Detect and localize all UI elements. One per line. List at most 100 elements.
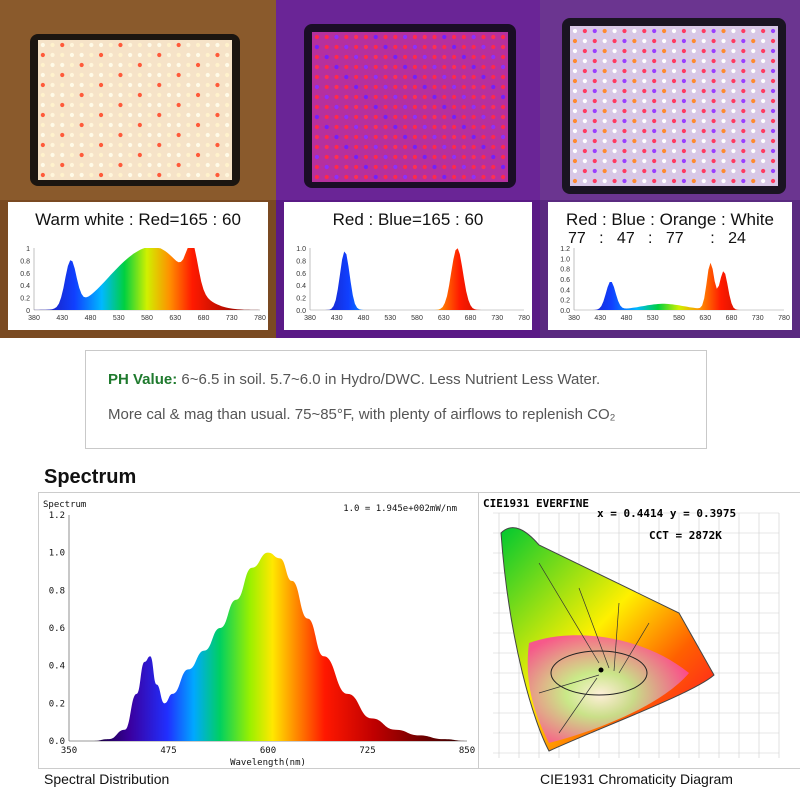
led <box>721 38 726 44</box>
led <box>770 48 776 54</box>
led <box>147 142 152 148</box>
led <box>582 28 587 34</box>
led <box>501 54 506 60</box>
led <box>471 164 476 170</box>
led <box>592 178 597 184</box>
led <box>314 74 319 80</box>
led <box>572 88 578 94</box>
led <box>176 162 181 168</box>
led <box>622 168 627 174</box>
led <box>215 162 220 168</box>
led <box>393 134 398 140</box>
led <box>491 104 496 110</box>
led <box>69 42 75 48</box>
x-tick-label: 630 <box>169 315 181 322</box>
led <box>383 134 388 140</box>
led <box>422 114 427 120</box>
led <box>622 58 627 64</box>
led <box>215 142 220 148</box>
led <box>671 148 677 154</box>
x-tick-label: 380 <box>304 315 316 322</box>
led <box>582 38 587 44</box>
led <box>157 142 162 148</box>
led <box>186 92 191 98</box>
led <box>501 124 506 130</box>
led <box>363 74 368 80</box>
led <box>632 28 637 34</box>
led <box>147 102 152 108</box>
led <box>383 74 388 80</box>
led <box>89 62 94 68</box>
led <box>681 98 687 104</box>
led <box>491 114 496 120</box>
led <box>157 112 162 118</box>
x-tick-label: 380 <box>568 315 580 322</box>
led <box>334 154 339 160</box>
led <box>572 158 578 164</box>
led <box>215 62 220 68</box>
led <box>632 88 637 94</box>
led <box>671 128 677 134</box>
led <box>711 168 716 174</box>
led <box>334 174 339 180</box>
led <box>471 44 476 50</box>
led <box>602 68 607 74</box>
led <box>195 142 201 148</box>
led <box>176 132 181 138</box>
led <box>432 104 437 110</box>
led <box>383 114 388 120</box>
led <box>422 174 427 180</box>
led <box>612 58 617 64</box>
led <box>69 142 75 148</box>
led <box>69 152 75 158</box>
led <box>471 94 476 100</box>
x-tick-label: 480 <box>621 315 633 322</box>
led <box>751 98 756 104</box>
led <box>137 122 142 128</box>
led <box>373 34 378 40</box>
led <box>691 178 696 184</box>
led <box>652 78 657 84</box>
led <box>373 134 378 140</box>
led <box>157 82 162 88</box>
led <box>334 74 339 80</box>
led <box>205 162 210 168</box>
led <box>731 108 736 114</box>
led <box>166 72 172 78</box>
led <box>225 132 230 138</box>
y-tick-label: 0.6 <box>560 277 570 284</box>
led <box>393 164 398 170</box>
led <box>393 84 398 90</box>
led <box>432 64 437 70</box>
led <box>632 158 637 164</box>
x-tick-label: 780 <box>254 315 266 322</box>
x-tick-label: 680 <box>726 315 738 322</box>
led <box>334 54 339 60</box>
led <box>186 112 191 118</box>
led <box>195 102 201 108</box>
led <box>592 108 597 114</box>
led <box>147 72 152 78</box>
led <box>652 98 657 104</box>
led <box>461 84 466 90</box>
led <box>481 94 486 100</box>
led <box>751 128 756 134</box>
led <box>461 144 466 150</box>
led <box>98 132 104 138</box>
led <box>501 114 506 120</box>
led <box>354 134 359 140</box>
led <box>602 178 607 184</box>
led <box>721 48 726 54</box>
led <box>652 168 657 174</box>
led <box>770 128 776 134</box>
led <box>711 78 716 84</box>
led <box>225 112 230 118</box>
led <box>363 154 368 160</box>
led <box>147 162 152 168</box>
led <box>50 92 55 98</box>
led <box>432 94 437 100</box>
y-tick-label: 0.8 <box>560 267 570 274</box>
led <box>471 84 476 90</box>
led <box>225 152 230 158</box>
led <box>721 138 726 144</box>
